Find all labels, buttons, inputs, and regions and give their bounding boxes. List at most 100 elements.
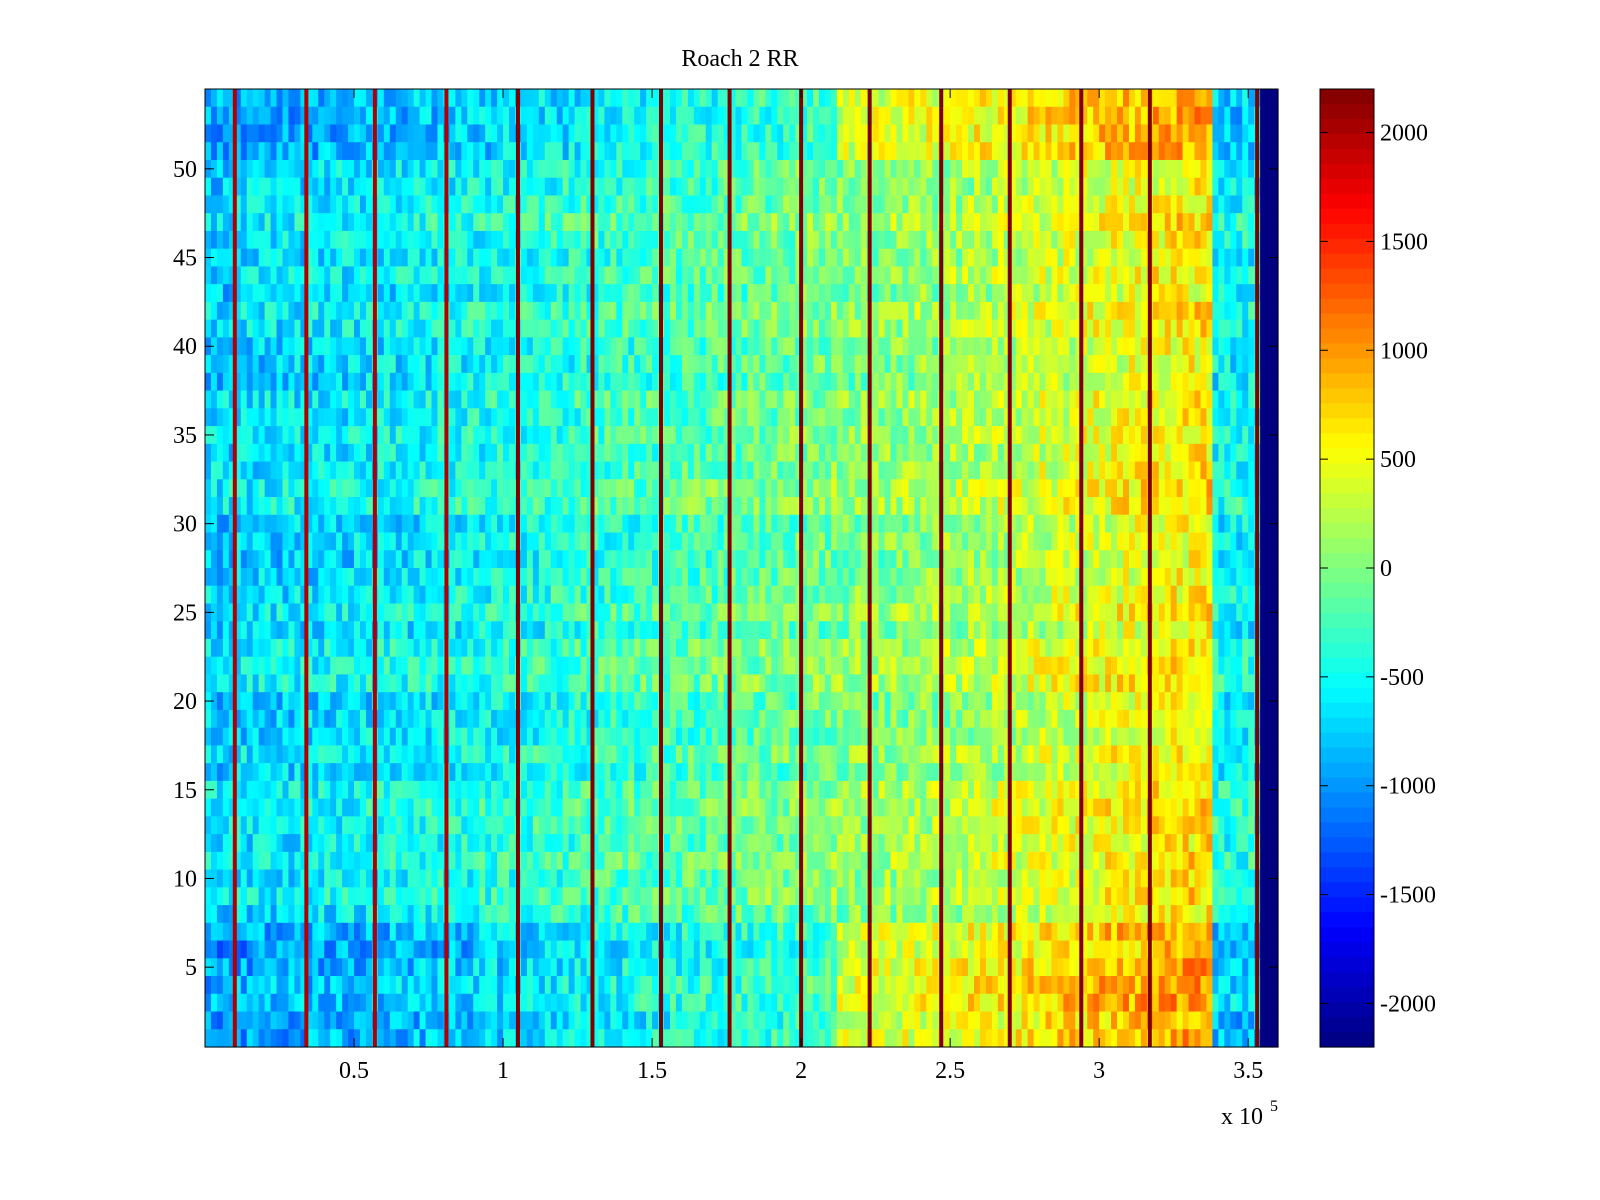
heatmap-cell <box>222 301 230 321</box>
heatmap-cell <box>425 372 433 392</box>
heatmap-cell <box>669 248 677 268</box>
heatmap-cell <box>1152 461 1160 480</box>
heatmap-cell <box>807 319 814 338</box>
heatmap-cell <box>598 532 605 551</box>
heatmap-cell <box>1051 390 1059 409</box>
heatmap-cell <box>1140 230 1148 250</box>
heatmap-cell <box>1242 124 1249 143</box>
heatmap-cell <box>795 177 802 197</box>
heatmap-cell <box>1140 106 1148 126</box>
heatmap-cell <box>920 443 927 463</box>
heatmap-cell <box>1230 284 1237 303</box>
heatmap-cell <box>306 195 313 214</box>
heatmap-cell <box>216 248 224 268</box>
heatmap-cell <box>377 408 385 427</box>
heatmap-cell <box>389 372 397 392</box>
heatmap-cell <box>574 159 582 179</box>
heatmap-cell <box>1063 230 1070 250</box>
heatmap-cell <box>681 550 689 569</box>
heatmap-cell <box>1188 230 1196 250</box>
heatmap-cell <box>878 479 886 498</box>
heatmap-cell <box>503 337 510 356</box>
heatmap-cell <box>1164 248 1172 268</box>
heatmap-cell <box>1176 159 1184 179</box>
heatmap-cell <box>312 124 319 143</box>
heatmap-cell <box>365 213 373 232</box>
heatmap-cell <box>437 568 445 587</box>
heatmap-cell <box>330 142 337 161</box>
heatmap-cell <box>652 301 659 321</box>
heatmap-cell <box>705 195 713 214</box>
heatmap-cell <box>359 195 367 214</box>
heatmap-cell <box>836 89 844 108</box>
heatmap-cell <box>801 142 808 161</box>
heatmap-cell <box>604 284 611 303</box>
heatmap-cell <box>318 89 325 108</box>
heatmap-cell <box>836 213 844 232</box>
heatmap-cell <box>1242 195 1249 214</box>
heatmap-cell <box>723 177 731 197</box>
heatmap-cell <box>276 89 284 108</box>
heatmap-cell <box>520 177 528 197</box>
heatmap-cell <box>312 195 319 214</box>
heatmap-cell <box>1164 177 1172 197</box>
heatmap-cell <box>455 461 462 480</box>
heatmap-cell <box>1272 89 1279 108</box>
heatmap-cell <box>664 124 671 143</box>
heatmap-cell <box>1224 266 1231 285</box>
heatmap-cell <box>562 159 570 179</box>
heatmap-cell <box>407 568 415 587</box>
heatmap-cell <box>729 124 737 143</box>
heatmap-cell <box>1075 266 1082 285</box>
heatmap-cell <box>777 319 784 338</box>
heatmap-cell <box>413 319 421 338</box>
heatmap-cell <box>628 266 635 285</box>
heatmap-cell <box>389 355 397 374</box>
heatmap-cell <box>914 532 921 551</box>
heatmap-cell <box>252 177 260 197</box>
heatmap-cell <box>747 124 755 143</box>
heatmap-cell <box>479 461 486 480</box>
heatmap-cell <box>485 461 492 480</box>
heatmap-cell <box>437 159 445 179</box>
heatmap-cell <box>818 177 826 197</box>
heatmap-cell <box>1200 497 1208 516</box>
heatmap-cell <box>300 372 307 392</box>
heatmap-cell <box>509 479 516 498</box>
heatmap-cell <box>813 355 820 374</box>
heatmap-cell <box>1134 497 1142 516</box>
heatmap-cell <box>288 159 296 179</box>
heatmap-cell <box>1033 284 1041 303</box>
heatmap-cell <box>628 230 635 250</box>
heatmap-cell <box>1027 213 1035 232</box>
heatmap-cell <box>956 301 963 321</box>
heatmap-cell <box>705 390 713 409</box>
heatmap-cell <box>884 319 892 338</box>
heatmap-cell <box>1111 230 1118 250</box>
heatmap-cell <box>950 89 957 108</box>
heatmap-cell <box>574 89 582 108</box>
heatmap-cell <box>407 142 415 161</box>
heatmap-cell <box>687 142 695 161</box>
heatmap-cell <box>395 479 403 498</box>
heatmap-cell <box>836 337 844 356</box>
heatmap-cell <box>956 443 963 463</box>
heatmap-cell <box>1111 284 1118 303</box>
heatmap-cell <box>413 230 421 250</box>
heatmap-cell <box>1027 266 1035 285</box>
heatmap-cell <box>550 89 558 108</box>
heatmap-cell <box>1128 372 1136 392</box>
heatmap-cell <box>693 372 701 392</box>
heatmap-cell <box>497 142 504 161</box>
heatmap-cell <box>789 479 796 498</box>
heatmap-cell <box>950 337 957 356</box>
heatmap-cell <box>258 89 266 108</box>
heatmap-cell <box>693 106 701 126</box>
heatmap-cell <box>354 532 361 551</box>
heatmap-cell <box>580 142 588 161</box>
heatmap-cell <box>813 142 820 161</box>
heatmap-cell <box>461 195 468 214</box>
heatmap-cell <box>365 372 373 392</box>
heatmap-cell <box>753 372 760 392</box>
heatmap-cell <box>354 408 361 427</box>
